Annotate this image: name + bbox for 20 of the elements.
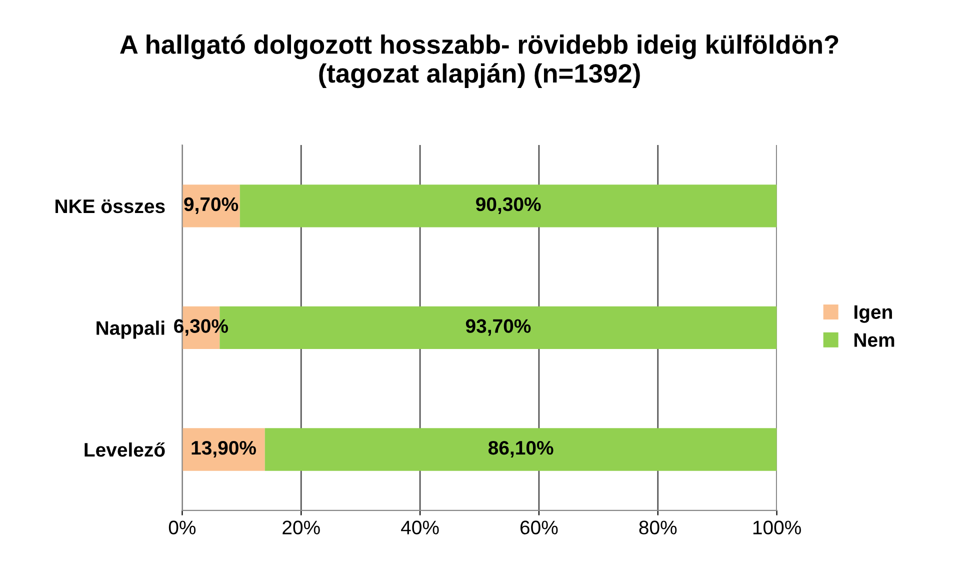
x-tick-label: 80% [639, 520, 677, 534]
chart-title: A hallgató dolgozott hosszabb- rövidebb ideig külföldön? (tagozat alapján) (n=1392) [120, 34, 838, 88]
bar [240, 184, 777, 228]
data-label: 93,70% [466, 319, 531, 336]
legend-label: Igen [854, 305, 892, 323]
data-label: 90,30% [476, 197, 541, 214]
data-label: 13,90% [192, 440, 256, 458]
x-tick-label: 60% [520, 520, 558, 534]
y-tick-label: Levelező [84, 442, 165, 457]
x-tick-label: 100% [753, 520, 801, 534]
data-label: 6,30% [174, 319, 228, 336]
legend-label: Nem [854, 333, 894, 347]
y-tick-label: Nappali [96, 320, 164, 339]
x-tick-label: 40% [401, 520, 439, 534]
data-label: 9,70% [184, 197, 238, 214]
x-tick-label: 20% [282, 520, 320, 534]
y-tick-label: NKE összes [56, 199, 165, 214]
data-label: 86,10% [488, 440, 554, 458]
bar [264, 428, 777, 471]
x-tick-label: 0% [168, 520, 196, 534]
